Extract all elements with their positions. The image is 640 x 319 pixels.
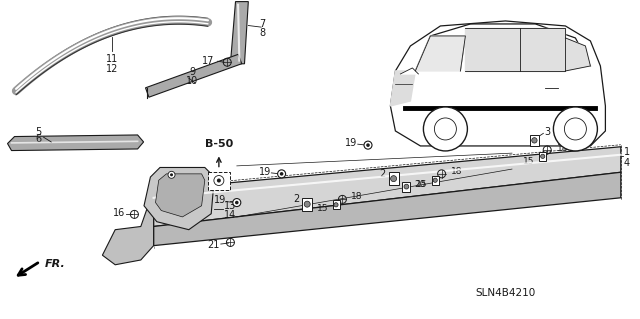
Circle shape [280, 172, 284, 176]
Circle shape [532, 138, 537, 143]
Text: B-50: B-50 [205, 138, 233, 149]
Text: 21: 21 [207, 240, 220, 250]
Text: 15: 15 [416, 180, 428, 189]
Text: 16: 16 [113, 208, 125, 218]
Polygon shape [102, 190, 154, 265]
Circle shape [564, 118, 586, 140]
Circle shape [433, 178, 437, 182]
Circle shape [404, 184, 409, 189]
Circle shape [364, 141, 372, 149]
Text: 6: 6 [35, 134, 42, 145]
Text: 9: 9 [189, 67, 195, 77]
Text: FR.: FR. [45, 259, 66, 269]
Text: 10: 10 [186, 76, 198, 86]
Text: 2: 2 [379, 169, 385, 179]
Circle shape [278, 170, 285, 178]
Bar [403, 182, 410, 192]
Text: 4: 4 [624, 158, 630, 168]
Polygon shape [144, 167, 214, 230]
Bar [388, 172, 399, 185]
Text: 14: 14 [224, 210, 236, 220]
Polygon shape [230, 2, 248, 64]
Bar [333, 200, 339, 209]
Text: 13: 13 [224, 201, 236, 211]
Circle shape [390, 176, 397, 182]
Circle shape [235, 201, 239, 204]
Bar [530, 135, 539, 146]
Bar [540, 152, 546, 161]
Circle shape [214, 175, 224, 186]
Bar [432, 176, 438, 185]
Text: 11: 11 [106, 54, 118, 64]
Text: 1: 1 [624, 146, 630, 157]
Polygon shape [145, 54, 242, 97]
Text: 17: 17 [202, 56, 214, 66]
Polygon shape [565, 38, 590, 71]
Polygon shape [415, 36, 465, 71]
Circle shape [170, 173, 173, 176]
Text: 18: 18 [451, 167, 463, 176]
Text: 7: 7 [259, 19, 266, 29]
Text: 8: 8 [259, 28, 266, 39]
Circle shape [554, 107, 597, 151]
Text: 3: 3 [545, 127, 551, 137]
Circle shape [541, 154, 545, 159]
Circle shape [334, 203, 338, 207]
Polygon shape [390, 71, 415, 106]
Circle shape [168, 171, 175, 178]
Polygon shape [401, 68, 419, 74]
Polygon shape [156, 174, 205, 217]
Text: 12: 12 [106, 63, 118, 74]
Polygon shape [154, 172, 621, 246]
Text: 18: 18 [351, 192, 362, 201]
Text: 19: 19 [259, 167, 271, 177]
Polygon shape [154, 147, 621, 226]
Polygon shape [465, 28, 520, 71]
Circle shape [217, 179, 221, 182]
Text: 19: 19 [214, 195, 226, 205]
Text: 15: 15 [523, 157, 534, 166]
Text: 20: 20 [415, 180, 426, 189]
Text: 5: 5 [35, 127, 42, 137]
Text: 19: 19 [345, 138, 357, 148]
FancyBboxPatch shape [208, 172, 230, 189]
Text: 2: 2 [293, 194, 300, 204]
Polygon shape [8, 135, 143, 151]
Circle shape [424, 107, 467, 151]
Bar [302, 198, 312, 211]
Circle shape [366, 143, 370, 147]
Circle shape [233, 198, 241, 207]
Polygon shape [390, 21, 605, 146]
Text: 18: 18 [557, 144, 568, 153]
Text: 15: 15 [317, 204, 328, 213]
Polygon shape [520, 28, 565, 71]
Text: SLN4B4210: SLN4B4210 [476, 288, 536, 299]
Circle shape [304, 201, 310, 207]
Circle shape [435, 118, 456, 140]
